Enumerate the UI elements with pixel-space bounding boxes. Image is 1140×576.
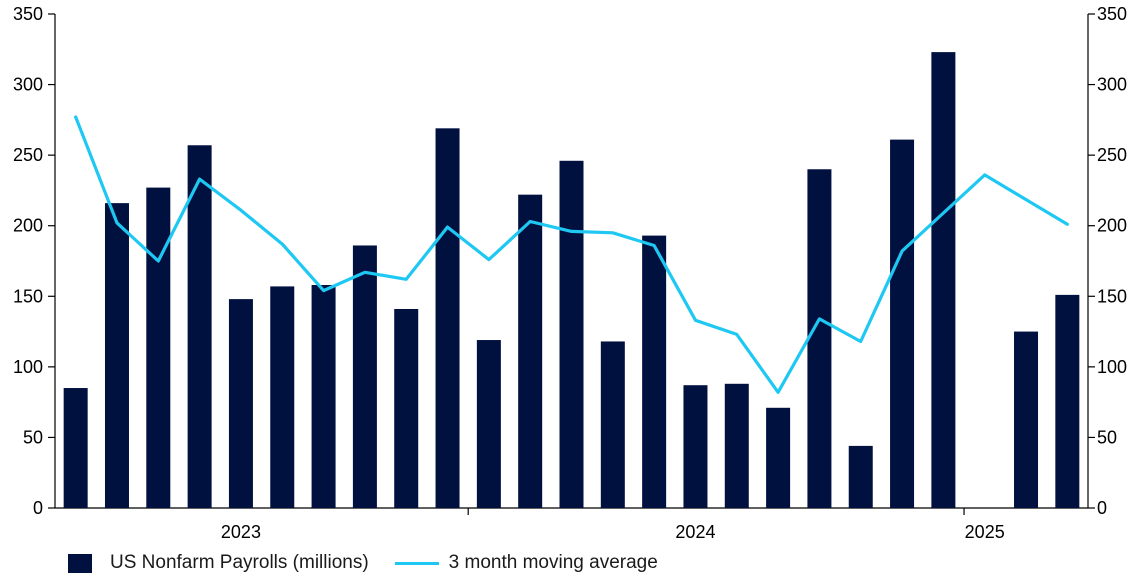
payrolls-bar bbox=[435, 128, 460, 508]
payrolls-bar bbox=[394, 308, 419, 508]
payrolls-bar bbox=[228, 299, 253, 508]
y-tick-label-right: 300 bbox=[1097, 75, 1127, 95]
payrolls-bar bbox=[724, 383, 749, 508]
moving-average-line bbox=[74, 115, 1069, 394]
x-tick-label-year: 2025 bbox=[965, 522, 1005, 542]
payrolls-bar bbox=[311, 284, 336, 508]
payrolls-bar bbox=[600, 341, 625, 508]
payrolls-bar bbox=[187, 145, 212, 508]
legend-line-swatch bbox=[394, 561, 439, 565]
payrolls-bar bbox=[518, 194, 543, 509]
payrolls-bar bbox=[146, 187, 171, 508]
payrolls-bar bbox=[766, 407, 791, 508]
y-tick-label-right: 150 bbox=[1097, 286, 1127, 306]
payrolls-bar bbox=[1014, 331, 1039, 508]
payrolls-bar bbox=[683, 385, 708, 508]
y-tick-label-right: 0 bbox=[1097, 498, 1107, 518]
payrolls-bar bbox=[352, 245, 377, 508]
x-tick-label-year: 2023 bbox=[221, 522, 261, 542]
y-tick-label-left: 100 bbox=[13, 357, 43, 377]
payrolls-bar bbox=[559, 160, 584, 508]
y-tick-label-left: 350 bbox=[13, 4, 43, 24]
legend-label-payrolls: US Nonfarm Payrolls (millions) bbox=[110, 552, 369, 573]
y-tick-label-left: 200 bbox=[13, 216, 43, 236]
y-tick-label-left: 150 bbox=[13, 286, 43, 306]
x-tick-label-year: 2024 bbox=[675, 522, 715, 542]
payrolls-bar bbox=[104, 203, 129, 509]
y-tick-label-right: 250 bbox=[1097, 145, 1127, 165]
legend-label-moving-average: 3 month moving average bbox=[448, 552, 658, 573]
legend-item-moving-average: 3 month moving average bbox=[394, 552, 658, 574]
payrolls-bar bbox=[642, 235, 667, 508]
payrolls-bar bbox=[476, 340, 501, 508]
y-tick-label-left: 0 bbox=[33, 498, 43, 518]
y-tick-label-left: 300 bbox=[13, 75, 43, 95]
legend-bar-swatch bbox=[68, 553, 92, 573]
legend-item-payrolls: US Nonfarm Payrolls (millions) bbox=[68, 552, 369, 574]
payrolls-bar bbox=[890, 139, 915, 509]
y-tick-label-left: 50 bbox=[23, 427, 43, 447]
payrolls-bar bbox=[931, 52, 956, 508]
y-tick-label-right: 50 bbox=[1097, 427, 1117, 447]
legend: US Nonfarm Payrolls (millions) 3 month m… bbox=[68, 551, 684, 575]
y-tick-label-right: 100 bbox=[1097, 357, 1127, 377]
y-tick-label-right: 200 bbox=[1097, 216, 1127, 236]
payrolls-bar bbox=[1055, 294, 1080, 508]
payrolls-bar bbox=[807, 169, 832, 508]
y-tick-label-left: 250 bbox=[13, 145, 43, 165]
y-tick-label-right: 350 bbox=[1097, 4, 1127, 24]
payrolls-bar bbox=[63, 388, 88, 508]
payrolls-bar bbox=[848, 445, 873, 508]
payrolls-bar bbox=[270, 286, 295, 508]
